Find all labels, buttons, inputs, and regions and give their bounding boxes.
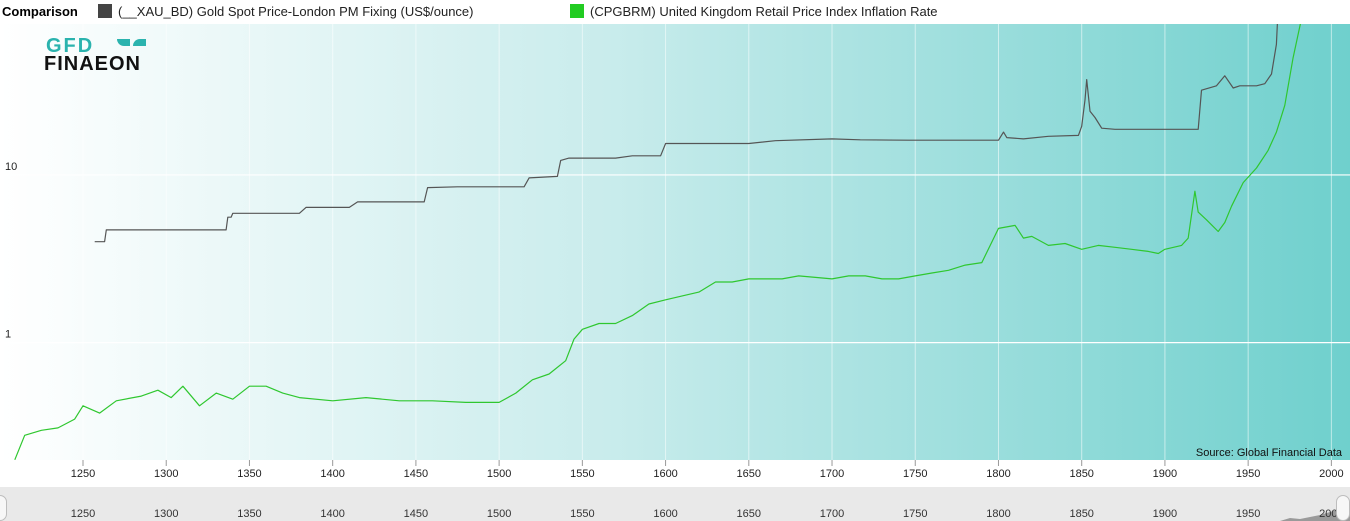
gridlines: [0, 24, 1350, 460]
x-tick-label: 1750: [903, 468, 927, 480]
chart-plot: 1101001,000 1250130013501400145015001550…: [0, 24, 1350, 480]
legend: Comparison (__XAU_BD) Gold Spot Price-Lo…: [0, 0, 1350, 24]
plot-background: [0, 24, 1350, 460]
navigator-tick-label: 1700: [820, 508, 844, 520]
navigator-series-preview: [1280, 507, 1350, 521]
x-tick-label: 1550: [570, 468, 594, 480]
navigator-tick-label: 1350: [237, 508, 261, 520]
x-tick-label: 1300: [154, 468, 178, 480]
x-tick-label: 1950: [1236, 468, 1260, 480]
navigator-tick-label: 1900: [1153, 508, 1177, 520]
uk-rpi-line: [14, 24, 1301, 461]
y-tick-label: 1: [5, 329, 11, 341]
y-axis: 1101001,000: [5, 161, 17, 341]
x-tick-label: 1350: [237, 468, 261, 480]
gold-price-line: [94, 24, 1278, 243]
navigator-left-handle[interactable]: [0, 495, 7, 521]
x-tick-label: 1400: [320, 468, 344, 480]
navigator-tick-label: 1400: [320, 508, 344, 520]
navigator-tick-label: 1750: [903, 508, 927, 520]
navigator-tick-label: 1600: [653, 508, 677, 520]
navigator-tick-label: 1950: [1236, 508, 1260, 520]
navigator-tick-label: 1500: [487, 508, 511, 520]
rpi-series-legend-label[interactable]: (CPGBRM) United Kingdom Retail Price Ind…: [590, 4, 938, 19]
gfd-finaeon-logo: GFD FINAEON: [44, 35, 146, 75]
legend-title: Comparison: [2, 4, 78, 19]
x-tick-label: 1900: [1153, 468, 1177, 480]
gold-series-legend-label[interactable]: (__XAU_BD) Gold Spot Price-London PM Fix…: [118, 4, 474, 19]
logo-line1: GFD: [46, 35, 94, 57]
navigator-tick-label: 1650: [737, 508, 761, 520]
x-tick-label: 1600: [653, 468, 677, 480]
leaf-icon: [117, 39, 130, 46]
x-tick-label: 1800: [986, 468, 1010, 480]
rpi-series-swatch[interactable]: [570, 4, 584, 18]
navigator-tick-label: 1300: [154, 508, 178, 520]
gold-series-swatch[interactable]: [98, 4, 112, 18]
x-tick-label: 1500: [487, 468, 511, 480]
navigator-tick-label: 1550: [570, 508, 594, 520]
navigator-tick-label: 1850: [1069, 508, 1093, 520]
logo-line2: FINAEON: [44, 53, 141, 75]
navigator-right-handle[interactable]: [1336, 495, 1350, 521]
x-tick-label: 1650: [737, 468, 761, 480]
y-tick-label: 10: [5, 161, 17, 173]
x-tick-label: 1700: [820, 468, 844, 480]
navigator-bar[interactable]: 1250 1300 1350 1400 1450 1500 1550 1600 1650 1700…: [0, 487, 1350, 521]
navigator-tick-label: 1800: [986, 508, 1010, 520]
navigator-tick-label: 1450: [404, 508, 428, 520]
x-tick-label: 1850: [1069, 468, 1093, 480]
navigator-tick-label: 1250: [71, 508, 95, 520]
x-axis: 1250 1300 1350 1400 1450 1500 1550 1600 1650 1700…: [71, 460, 1344, 480]
leaf-icon: [133, 39, 146, 46]
navigator-axis: 1250 1300 1350 1400 1450 1500 1550 1600 1650 1700…: [71, 507, 1350, 521]
source-note: Source: Global Financial Data: [1196, 447, 1343, 459]
x-tick-label: 2000: [1319, 468, 1343, 480]
x-tick-label: 1450: [404, 468, 428, 480]
x-tick-label: 1250: [71, 468, 95, 480]
